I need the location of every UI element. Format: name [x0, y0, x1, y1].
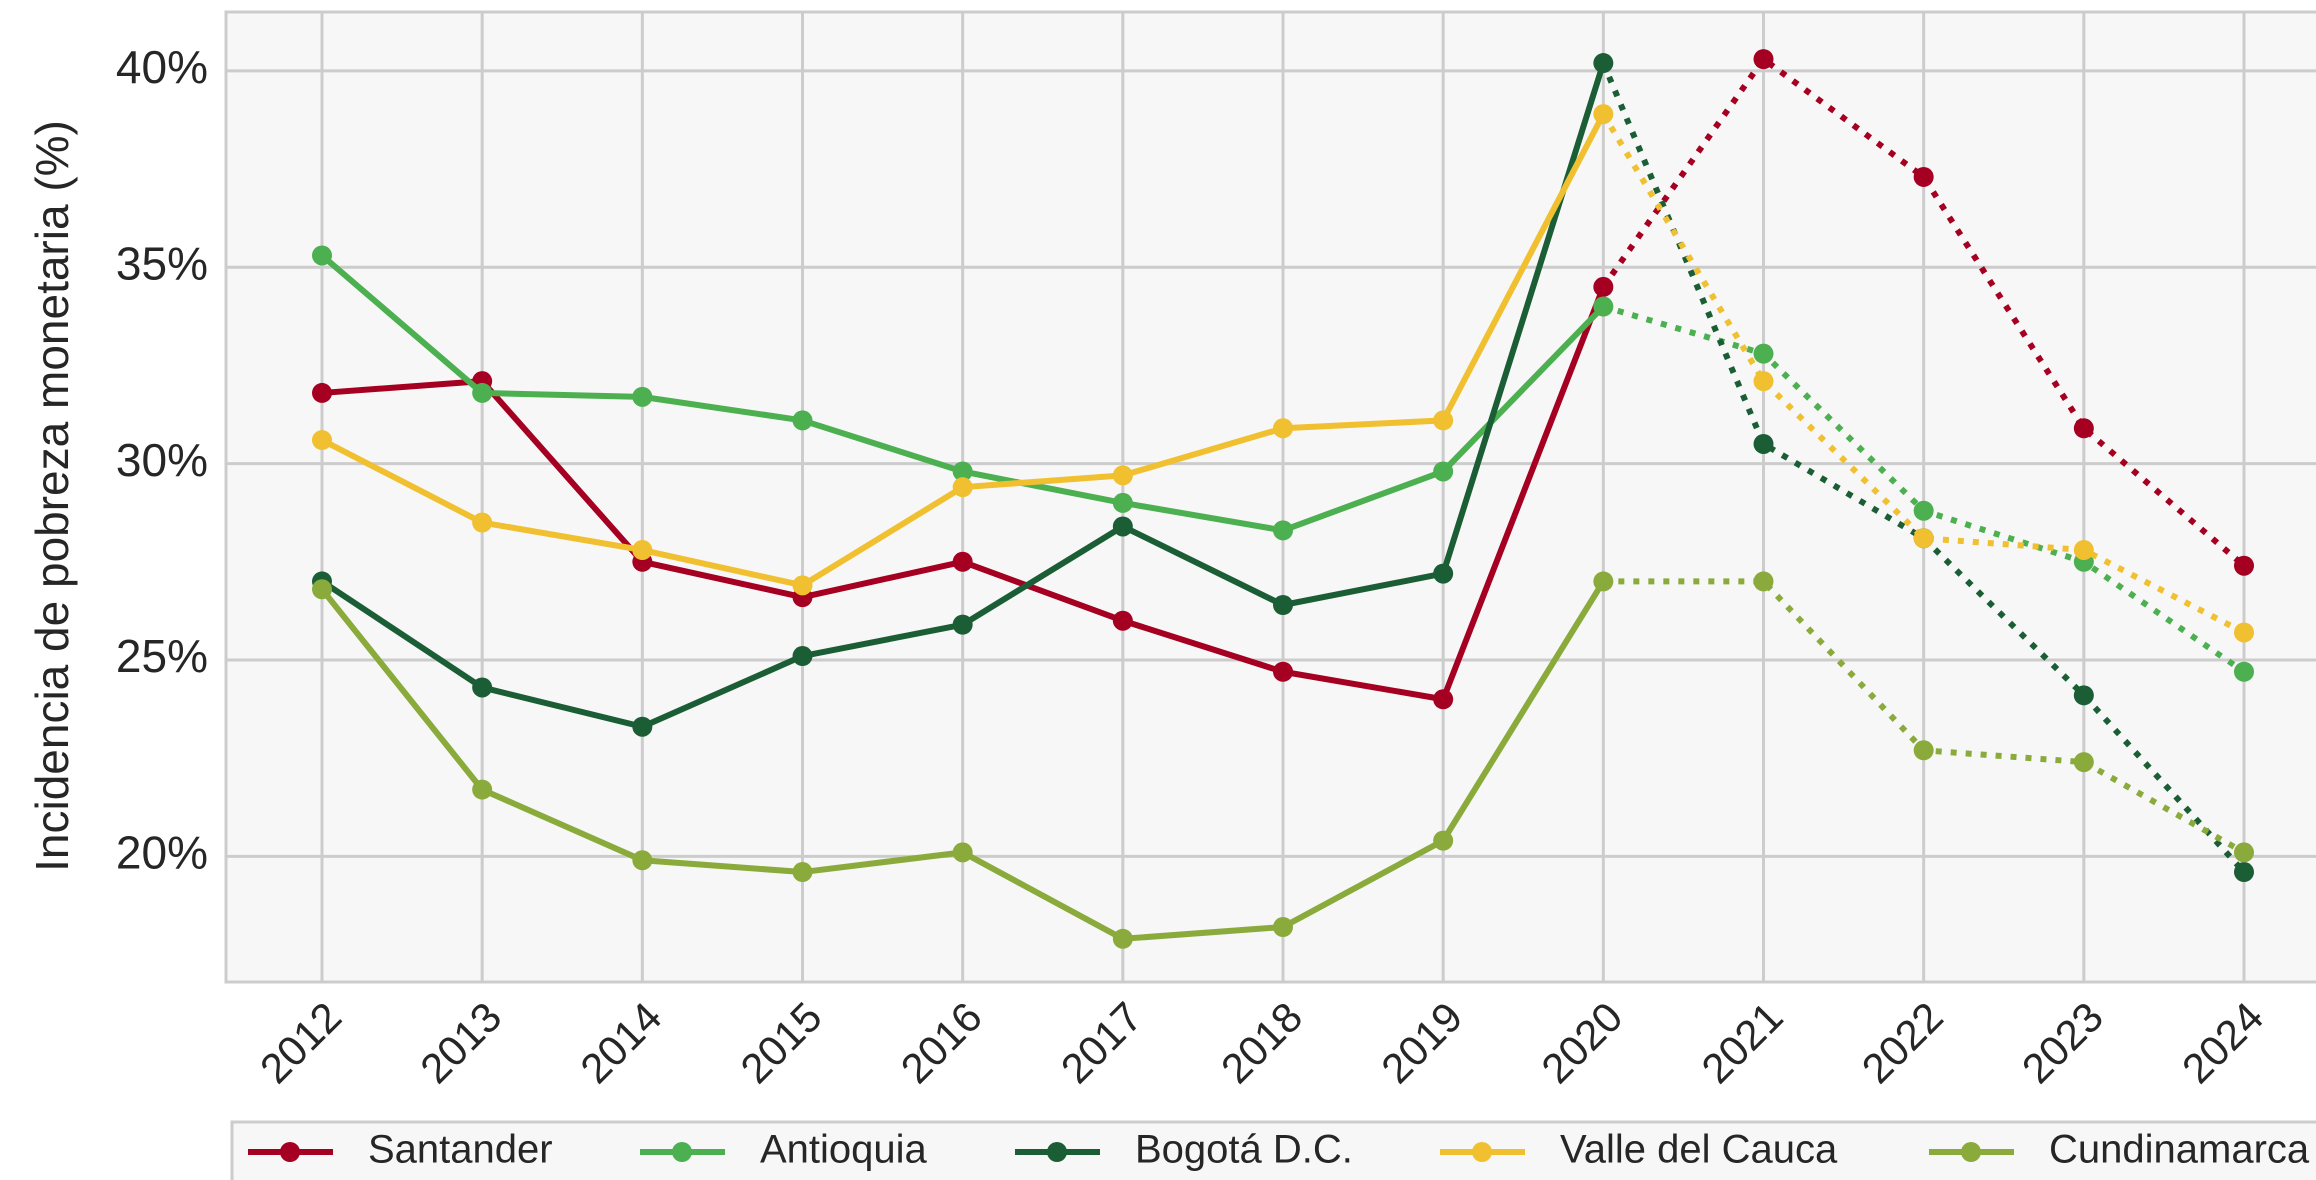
data-point: [632, 540, 653, 561]
y-axis-label: Incidencia de pobreza monetaria (%): [26, 120, 78, 872]
data-point: [1753, 343, 1774, 364]
y-tick-label: 30%: [116, 434, 208, 486]
data-point: [472, 512, 493, 533]
legend-marker: [672, 1142, 692, 1162]
data-point: [952, 477, 973, 498]
data-point: [1433, 830, 1454, 851]
legend-marker: [280, 1142, 300, 1162]
legend-marker: [1472, 1142, 1492, 1162]
data-point: [632, 386, 653, 407]
legend-label: Bogotá D.C.: [1135, 1128, 1353, 1172]
data-point: [952, 842, 973, 863]
data-point: [1112, 465, 1133, 486]
legend-label: Santander: [368, 1128, 553, 1172]
data-point: [1593, 276, 1614, 297]
data-point: [312, 382, 332, 403]
legend-label: Valle del Cauca: [1560, 1128, 1838, 1172]
x-tick-label: 2021: [1692, 993, 1791, 1092]
data-point: [312, 430, 332, 451]
data-point: [952, 551, 973, 572]
data-point: [2234, 555, 2254, 576]
data-point: [792, 646, 813, 667]
data-point: [472, 779, 493, 800]
data-point: [1593, 571, 1614, 592]
data-point: [472, 677, 493, 698]
y-tick-label: 35%: [116, 237, 208, 289]
x-tick-label: 2018: [1212, 993, 1311, 1092]
data-point: [1913, 740, 1934, 761]
data-point: [1273, 661, 1293, 682]
data-point: [632, 850, 653, 871]
x-tick-label: 2023: [2013, 993, 2112, 1092]
x-tick-label: 2013: [411, 993, 510, 1092]
data-point: [1433, 689, 1454, 710]
series-line-dotted: [1600, 56, 2246, 569]
data-point: [1273, 917, 1293, 938]
x-tick-label: 2019: [1372, 993, 1471, 1092]
data-point: [2234, 862, 2254, 883]
data-point: [472, 382, 493, 403]
data-point: [2073, 752, 2094, 773]
data-point: [1753, 371, 1774, 392]
data-point: [2073, 540, 2094, 561]
x-tick-label: 2022: [1853, 993, 1952, 1092]
data-point: [312, 245, 332, 266]
data-point: [1273, 594, 1293, 615]
data-point: [1273, 520, 1293, 541]
data-point: [1433, 461, 1454, 482]
x-tick-label: 2024: [2173, 993, 2272, 1092]
data-point: [1913, 500, 1934, 521]
legend-marker: [1961, 1142, 1981, 1162]
data-point: [792, 410, 813, 431]
data-point: [2234, 661, 2254, 682]
legend-label: Antioquia: [760, 1128, 928, 1172]
legend-marker: [1047, 1142, 1067, 1162]
data-point: [1112, 928, 1133, 949]
plot-area: [224, 10, 2316, 984]
y-tick-label: 25%: [116, 630, 208, 682]
x-tick-label: 2015: [731, 993, 830, 1092]
data-point: [1913, 528, 1934, 549]
data-point: [1753, 571, 1774, 592]
data-point: [2234, 842, 2254, 863]
series-line-dotted: [1600, 61, 2247, 875]
data-point: [632, 716, 653, 737]
data-point: [1753, 433, 1774, 454]
data-point: [2073, 685, 2094, 706]
x-tick-label: 2016: [892, 993, 991, 1092]
data-point: [1753, 49, 1774, 70]
data-point: [1112, 516, 1133, 537]
data-point: [1112, 492, 1133, 513]
data-point: [1433, 410, 1454, 431]
y-tick-label: 20%: [116, 826, 208, 878]
data-point: [1433, 563, 1454, 584]
data-point: [1593, 104, 1614, 125]
y-tick-label: 40%: [116, 41, 208, 93]
x-tick-label: 2017: [1052, 993, 1151, 1092]
data-point: [1112, 610, 1133, 631]
data-point: [792, 862, 813, 883]
legend-label: Cundinamarca: [2049, 1128, 2310, 1172]
data-point: [312, 579, 332, 600]
x-tick-label: 2012: [251, 993, 350, 1092]
data-point: [952, 614, 973, 635]
data-point: [2234, 622, 2254, 643]
data-point: [1593, 53, 1614, 74]
data-point: [952, 461, 973, 482]
data-point: [2073, 418, 2094, 439]
data-point: [1913, 166, 1934, 187]
data-point: [1273, 418, 1293, 439]
data-point: [792, 575, 813, 596]
data-point: [1593, 296, 1614, 317]
x-tick-label: 2020: [1532, 993, 1631, 1092]
x-tick-label: 2014: [571, 993, 670, 1092]
